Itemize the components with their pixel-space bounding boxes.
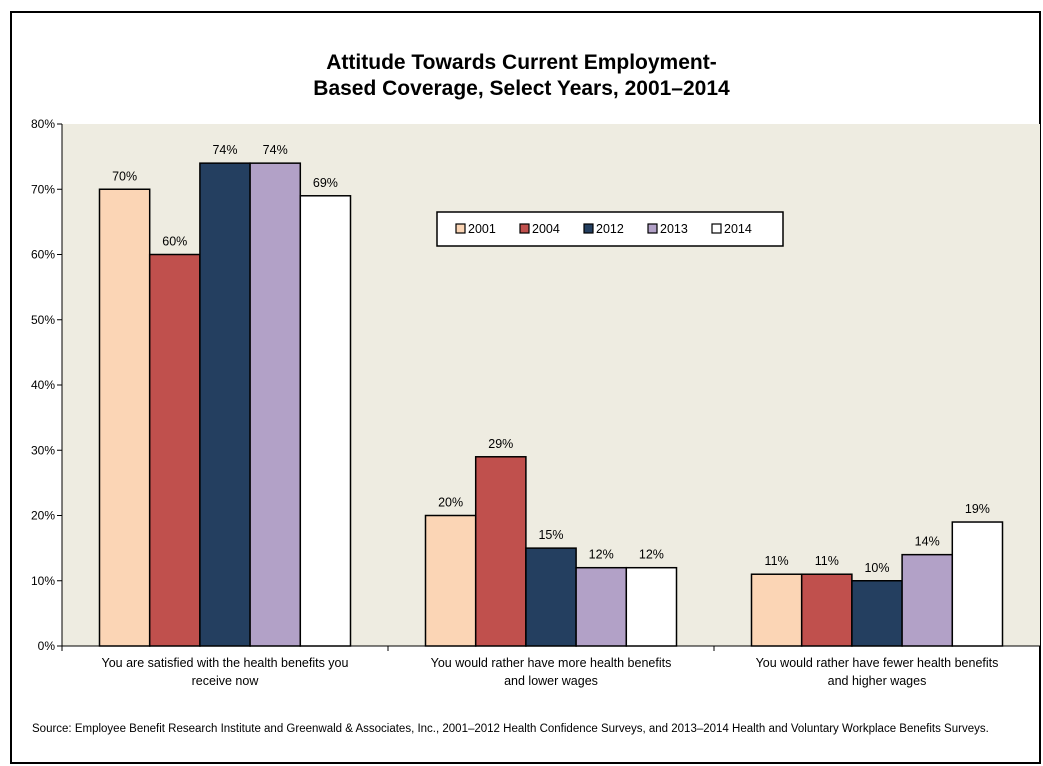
chart-title-line-2: Based Coverage, Select Years, 2001–2014: [313, 77, 730, 100]
bar-2013: [249, 162, 302, 647]
bar-2004: [148, 253, 201, 647]
y-tick-label: 20%: [31, 509, 55, 523]
data-label: 74%: [212, 143, 237, 157]
data-label: 69%: [313, 176, 338, 190]
chart-title: Attitude Towards Current Employment- Bas…: [0, 50, 1043, 102]
bar-2012: [199, 162, 251, 647]
y-tick-label: 0%: [38, 639, 56, 653]
legend-box: [436, 211, 784, 247]
y-tick-label: 60%: [31, 248, 55, 262]
y-tick-label: 50%: [31, 313, 55, 327]
bar-2014: [951, 521, 1004, 647]
y-tick-label: 70%: [31, 182, 55, 196]
category-label: You would rather have fewer health benef…: [756, 656, 999, 670]
chart-title-line-1: Attitude Towards Current Employment-: [326, 51, 717, 74]
legend-label: 2001: [468, 222, 496, 236]
data-label: 12%: [589, 548, 614, 562]
data-label: 29%: [488, 437, 513, 451]
bar-2013: [901, 553, 954, 647]
data-label: 19%: [965, 502, 990, 516]
legend-swatch-2014: [711, 223, 722, 234]
category-label: You are satisfied with the health benefi…: [102, 656, 349, 670]
bar-2014: [625, 566, 678, 647]
legend-label: 2013: [660, 222, 688, 236]
bar-2013: [575, 566, 628, 647]
legend-swatch-2004: [519, 223, 530, 234]
legend-swatch-2012: [583, 223, 594, 234]
data-label: 12%: [639, 548, 664, 562]
data-label: 70%: [112, 169, 137, 183]
legend-label: 2012: [596, 222, 624, 236]
data-label: 20%: [438, 496, 463, 510]
bar-2001: [424, 514, 477, 647]
bar-2012: [525, 547, 577, 647]
data-label: 60%: [162, 235, 187, 249]
legend-swatch-2013: [647, 223, 658, 234]
data-label: 74%: [263, 143, 288, 157]
bar-2004: [474, 456, 527, 647]
data-label: 10%: [864, 561, 889, 575]
y-tick-label: 30%: [31, 443, 55, 457]
bar-2014: [299, 195, 352, 647]
data-label: 14%: [915, 535, 940, 549]
legend-label: 2014: [724, 222, 752, 236]
data-label: 15%: [538, 528, 563, 542]
category-label: You would rather have more health benefi…: [431, 656, 672, 670]
category-label: receive now: [192, 674, 260, 688]
category-label: and higher wages: [828, 674, 927, 688]
category-label: and lower wages: [504, 674, 598, 688]
y-tick-label: 10%: [31, 574, 55, 588]
bar-2001: [98, 188, 151, 647]
y-tick-label: 80%: [31, 117, 55, 131]
bar-2004: [800, 573, 853, 647]
legend: 2001 2004 2012 2013 2014: [436, 211, 784, 247]
data-label: 11%: [815, 554, 839, 568]
bar-2012: [851, 580, 903, 647]
y-tick-label: 40%: [31, 378, 55, 392]
bar-2001: [750, 573, 803, 647]
legend-label: 2004: [532, 222, 560, 236]
legend-swatch-2001: [455, 223, 466, 234]
source-note: Source: Employee Benefit Research Instit…: [32, 723, 989, 735]
data-label: 11%: [765, 554, 789, 568]
